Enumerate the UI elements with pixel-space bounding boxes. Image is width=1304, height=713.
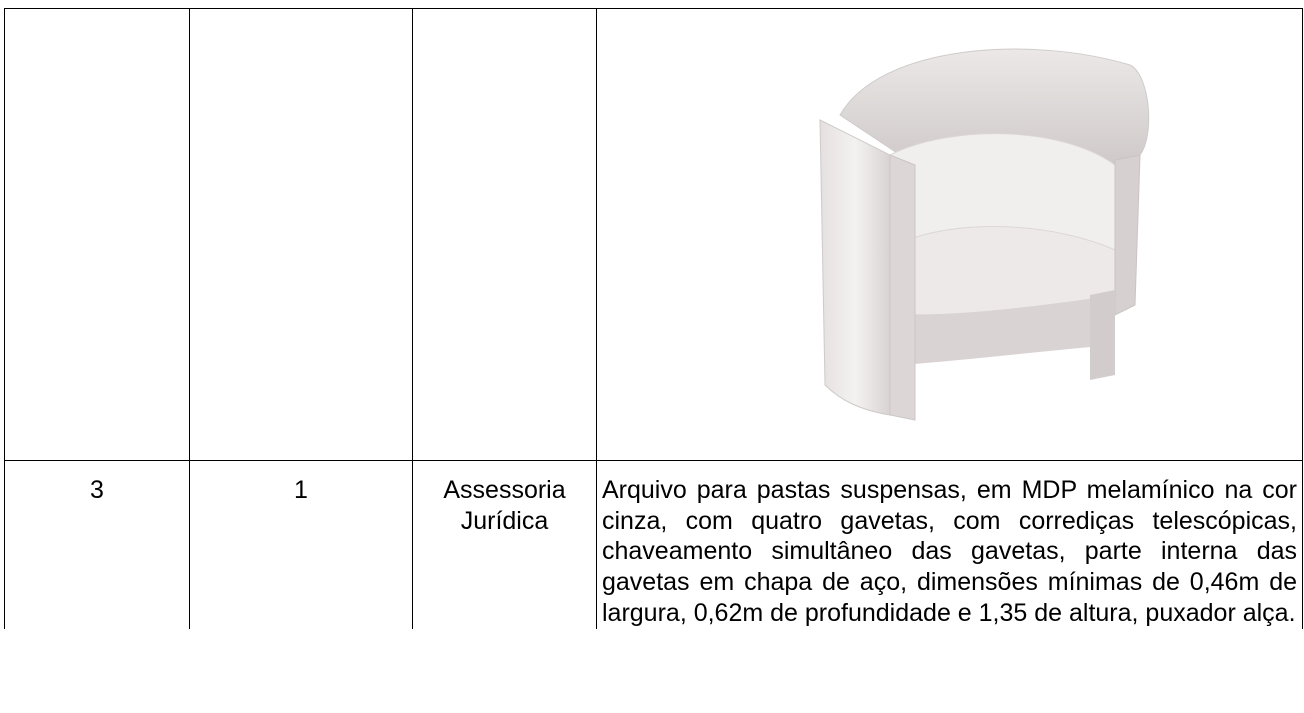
- document-table: 3 1 Assessoria Jurídica Arquivo para pas…: [4, 8, 1303, 629]
- table-cell: Arquivo para pastas suspensas, em MDP me…: [596, 459, 1303, 629]
- chair-image: [818, 48, 1149, 421]
- table-cell: 3: [4, 459, 190, 629]
- table-cell: Assessoria Jurídica: [412, 459, 597, 629]
- table-row: 3 1 Assessoria Jurídica Arquivo para pas…: [4, 459, 1303, 629]
- table-cell: 1: [189, 459, 413, 629]
- table-cell: [4, 8, 190, 461]
- image-cell: [596, 8, 1303, 461]
- table-cell: [189, 8, 413, 461]
- table-row: [4, 8, 1303, 461]
- table-cell: [412, 8, 597, 461]
